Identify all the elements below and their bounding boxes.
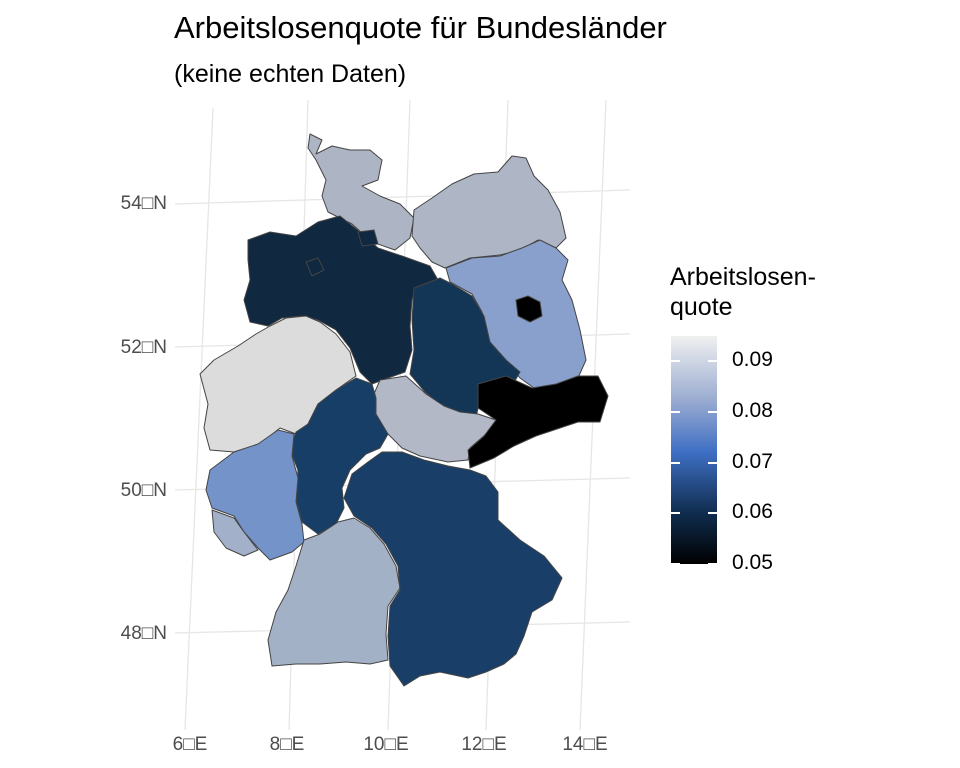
legend-tick-left: [671, 411, 680, 413]
region-bremen: [305, 257, 325, 277]
legend-colorbar-gradient: [671, 336, 717, 564]
legend-tick-right: [708, 411, 717, 413]
region-baden-wuerttemberg: [267, 517, 401, 667]
region-rheinland-pfalz: [205, 429, 305, 561]
region-schleswig-holstein: [307, 133, 415, 251]
x-tick-6: 6□E: [173, 734, 208, 755]
region-mecklenburg-vorpommern: [411, 155, 567, 269]
y-tick-48: 48□N: [121, 623, 167, 644]
legend-label: 0.06: [732, 500, 773, 524]
legend-label: 0.08: [732, 399, 773, 422]
y-tick-54: 54□N: [121, 193, 167, 214]
region-berlin: [515, 295, 543, 323]
legend-tick-left: [671, 360, 680, 363]
region-saarland: [211, 509, 259, 557]
region-hamburg: [357, 229, 379, 247]
x-tick-8: 8□E: [270, 734, 305, 755]
legend-title-line-1: Arbeitslosen-: [670, 263, 816, 291]
x-tick-14: 14□E: [562, 734, 607, 755]
chart-title: Arbeitslosenquote für Bundesländer: [174, 10, 667, 45]
region-niedersachsen: [243, 215, 439, 385]
chart-subtitle: (keine echten Daten): [174, 60, 407, 88]
region-bayern: [343, 451, 563, 687]
legend-tick-right: [708, 461, 717, 464]
region-nordrhein-westfalen: [199, 315, 357, 453]
legend-tick-left: [671, 512, 680, 515]
legend-tick-right: [708, 563, 717, 565]
legend-label: 0.05: [732, 551, 773, 574]
legend-tick-left: [671, 461, 680, 464]
x-tick-10: 10□E: [363, 734, 408, 755]
y-tick-50: 50□N: [121, 480, 167, 501]
legend-tick-left: [671, 563, 680, 565]
region-sachsen: [467, 375, 609, 469]
legend-label: 0.09: [732, 348, 773, 372]
legend-tick-right: [708, 512, 717, 515]
x-tick-12: 12□E: [461, 734, 506, 755]
legend-tick-right: [708, 360, 717, 363]
legend-label: 0.07: [732, 449, 773, 473]
legend-colorbar: [671, 336, 717, 564]
legend-title: Arbeitslosen- quote: [670, 262, 816, 322]
legend-title-line-2: quote: [670, 293, 733, 321]
y-tick-52: 52□N: [121, 337, 167, 358]
